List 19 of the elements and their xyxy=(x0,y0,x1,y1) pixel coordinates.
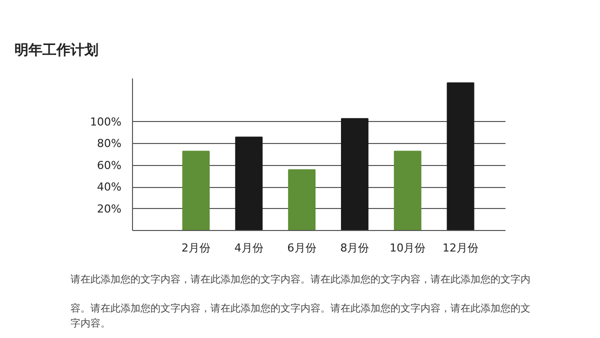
x-tick-label: 12月份 xyxy=(442,242,479,254)
chart-title: 明年工作计划 xyxy=(14,42,98,58)
x-tick-label: 4月份 xyxy=(234,242,264,254)
y-tick-label: 40% xyxy=(97,180,122,194)
y-tick-label: 20% xyxy=(97,202,122,216)
x-tick-label: 6月份 xyxy=(287,242,316,254)
bar xyxy=(394,150,422,230)
x-tick-label: 8月份 xyxy=(340,242,370,254)
y-tick-label: 80% xyxy=(97,137,122,150)
text: 请在此添加您的文字内容，请在此添加您的文字内容。请在此添加您的文字内容，请在此添加您的文字内容。请在此添加您的文字内容，请在此添加您的文字内容。请在此添加您的文字内容，请在此添加您的文字内容。 xyxy=(70,274,530,330)
x-tick-label: 10月份 xyxy=(390,242,426,254)
y-tick-label: 100% xyxy=(90,115,122,128)
bar xyxy=(446,82,474,230)
bar xyxy=(288,169,316,230)
bar xyxy=(182,150,210,230)
bar xyxy=(235,136,263,230)
y-tick-label: 60% xyxy=(97,158,122,172)
x-tick-label: 2月份 xyxy=(181,242,210,254)
bar xyxy=(340,118,368,230)
